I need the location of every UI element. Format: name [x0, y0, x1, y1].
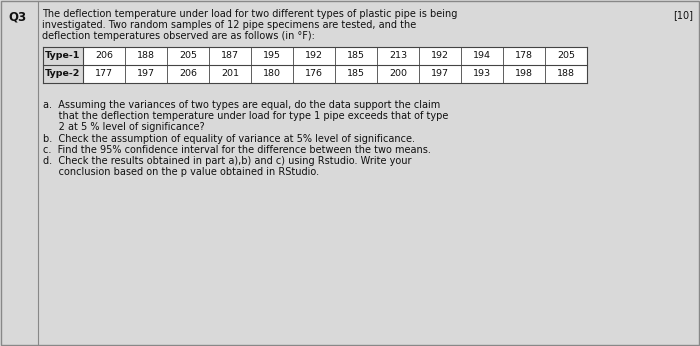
- Text: 185: 185: [347, 52, 365, 61]
- Text: 178: 178: [515, 52, 533, 61]
- Text: Type-1: Type-1: [46, 52, 80, 61]
- Text: 200: 200: [389, 70, 407, 79]
- Text: 193: 193: [473, 70, 491, 79]
- Text: a.  Assuming the variances of two types are equal, do the data support the claim: a. Assuming the variances of two types a…: [43, 100, 440, 110]
- Text: 192: 192: [305, 52, 323, 61]
- Text: 195: 195: [263, 52, 281, 61]
- Text: deflection temperatures observed are as follows (in °F):: deflection temperatures observed are as …: [42, 31, 315, 41]
- Bar: [43, 65, 83, 83]
- Bar: [43, 47, 83, 65]
- Text: 205: 205: [179, 52, 197, 61]
- Text: conclusion based on the p value obtained in RStudio.: conclusion based on the p value obtained…: [43, 167, 319, 177]
- Text: 198: 198: [515, 70, 533, 79]
- Text: 205: 205: [557, 52, 575, 61]
- Text: 180: 180: [263, 70, 281, 79]
- Text: 197: 197: [431, 70, 449, 79]
- Text: 213: 213: [389, 52, 407, 61]
- Text: 206: 206: [179, 70, 197, 79]
- Text: investigated. Two random samples of 12 pipe specimens are tested, and the: investigated. Two random samples of 12 p…: [42, 20, 416, 30]
- Text: 192: 192: [431, 52, 449, 61]
- Text: 194: 194: [473, 52, 491, 61]
- Text: The deflection temperature under load for two different types of plastic pipe is: The deflection temperature under load fo…: [42, 9, 457, 19]
- Text: Type-2: Type-2: [46, 70, 80, 79]
- Text: 187: 187: [221, 52, 239, 61]
- Text: 197: 197: [137, 70, 155, 79]
- Text: 188: 188: [137, 52, 155, 61]
- Text: 177: 177: [95, 70, 113, 79]
- Text: 201: 201: [221, 70, 239, 79]
- Text: Q3: Q3: [8, 10, 26, 23]
- Text: that the deflection temperature under load for type 1 pipe exceeds that of type: that the deflection temperature under lo…: [43, 111, 449, 121]
- Text: [10]: [10]: [673, 10, 693, 20]
- Text: 2 at 5 % level of significance?: 2 at 5 % level of significance?: [43, 122, 204, 132]
- Text: 185: 185: [347, 70, 365, 79]
- Text: 176: 176: [305, 70, 323, 79]
- Bar: [43, 47, 587, 83]
- Text: 188: 188: [557, 70, 575, 79]
- Text: d.  Check the results obtained in part a),b) and c) using Rstudio. Write your: d. Check the results obtained in part a)…: [43, 156, 412, 166]
- Text: 206: 206: [95, 52, 113, 61]
- Text: b.  Check the assumption of equality of variance at 5% level of significance.: b. Check the assumption of equality of v…: [43, 134, 415, 144]
- Text: c.  Find the 95% confidence interval for the difference between the two means.: c. Find the 95% confidence interval for …: [43, 145, 431, 155]
